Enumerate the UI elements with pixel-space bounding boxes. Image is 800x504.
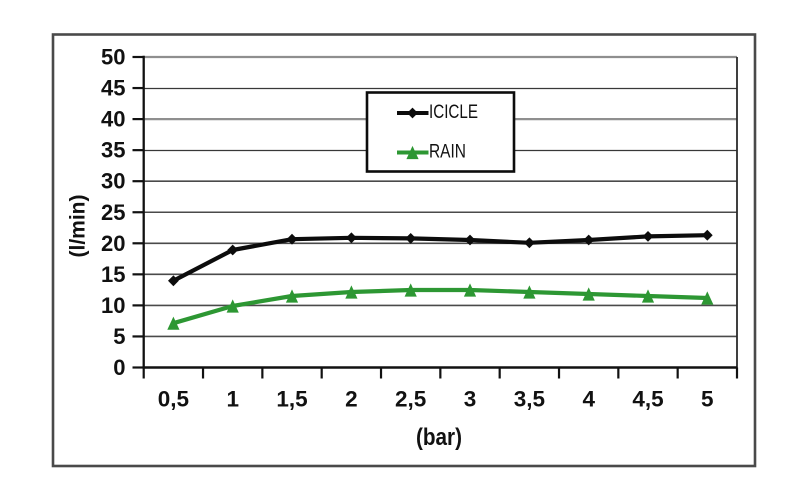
svg-text:25: 25 — [101, 200, 125, 225]
svg-text:20: 20 — [101, 231, 125, 256]
svg-text:(bar): (bar) — [416, 424, 462, 451]
svg-text:2: 2 — [345, 387, 358, 412]
svg-text:5: 5 — [113, 324, 125, 349]
svg-text:5: 5 — [701, 387, 714, 412]
svg-text:1: 1 — [226, 387, 239, 412]
svg-text:(l/min): (l/min) — [67, 195, 90, 258]
svg-text:10: 10 — [101, 293, 125, 318]
svg-text:2,5: 2,5 — [395, 387, 426, 412]
svg-text:40: 40 — [101, 107, 125, 132]
svg-text:30: 30 — [101, 169, 125, 194]
svg-text:0,5: 0,5 — [158, 387, 189, 412]
svg-text:4,5: 4,5 — [632, 387, 663, 412]
svg-text:4: 4 — [582, 387, 595, 412]
svg-text:0: 0 — [113, 355, 125, 380]
svg-text:45: 45 — [101, 76, 125, 101]
svg-text:15: 15 — [101, 262, 125, 287]
svg-text:35: 35 — [101, 138, 125, 163]
svg-text:ICICLE: ICICLE — [429, 102, 478, 123]
svg-text:3: 3 — [464, 387, 477, 412]
svg-text:1,5: 1,5 — [276, 387, 307, 412]
svg-text:3,5: 3,5 — [514, 387, 545, 412]
svg-text:50: 50 — [101, 45, 125, 70]
svg-text:RAIN: RAIN — [429, 142, 466, 163]
